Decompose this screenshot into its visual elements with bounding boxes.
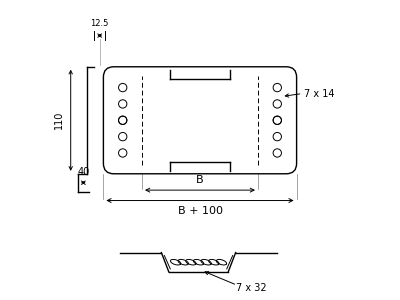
- Text: 7 x 14: 7 x 14: [304, 88, 334, 98]
- Text: 7 x 32: 7 x 32: [236, 283, 266, 293]
- Text: B + 100: B + 100: [178, 206, 222, 217]
- Text: 110: 110: [54, 111, 64, 130]
- Text: 40: 40: [77, 167, 90, 177]
- Text: B: B: [196, 175, 204, 185]
- Text: 12.5: 12.5: [90, 19, 109, 28]
